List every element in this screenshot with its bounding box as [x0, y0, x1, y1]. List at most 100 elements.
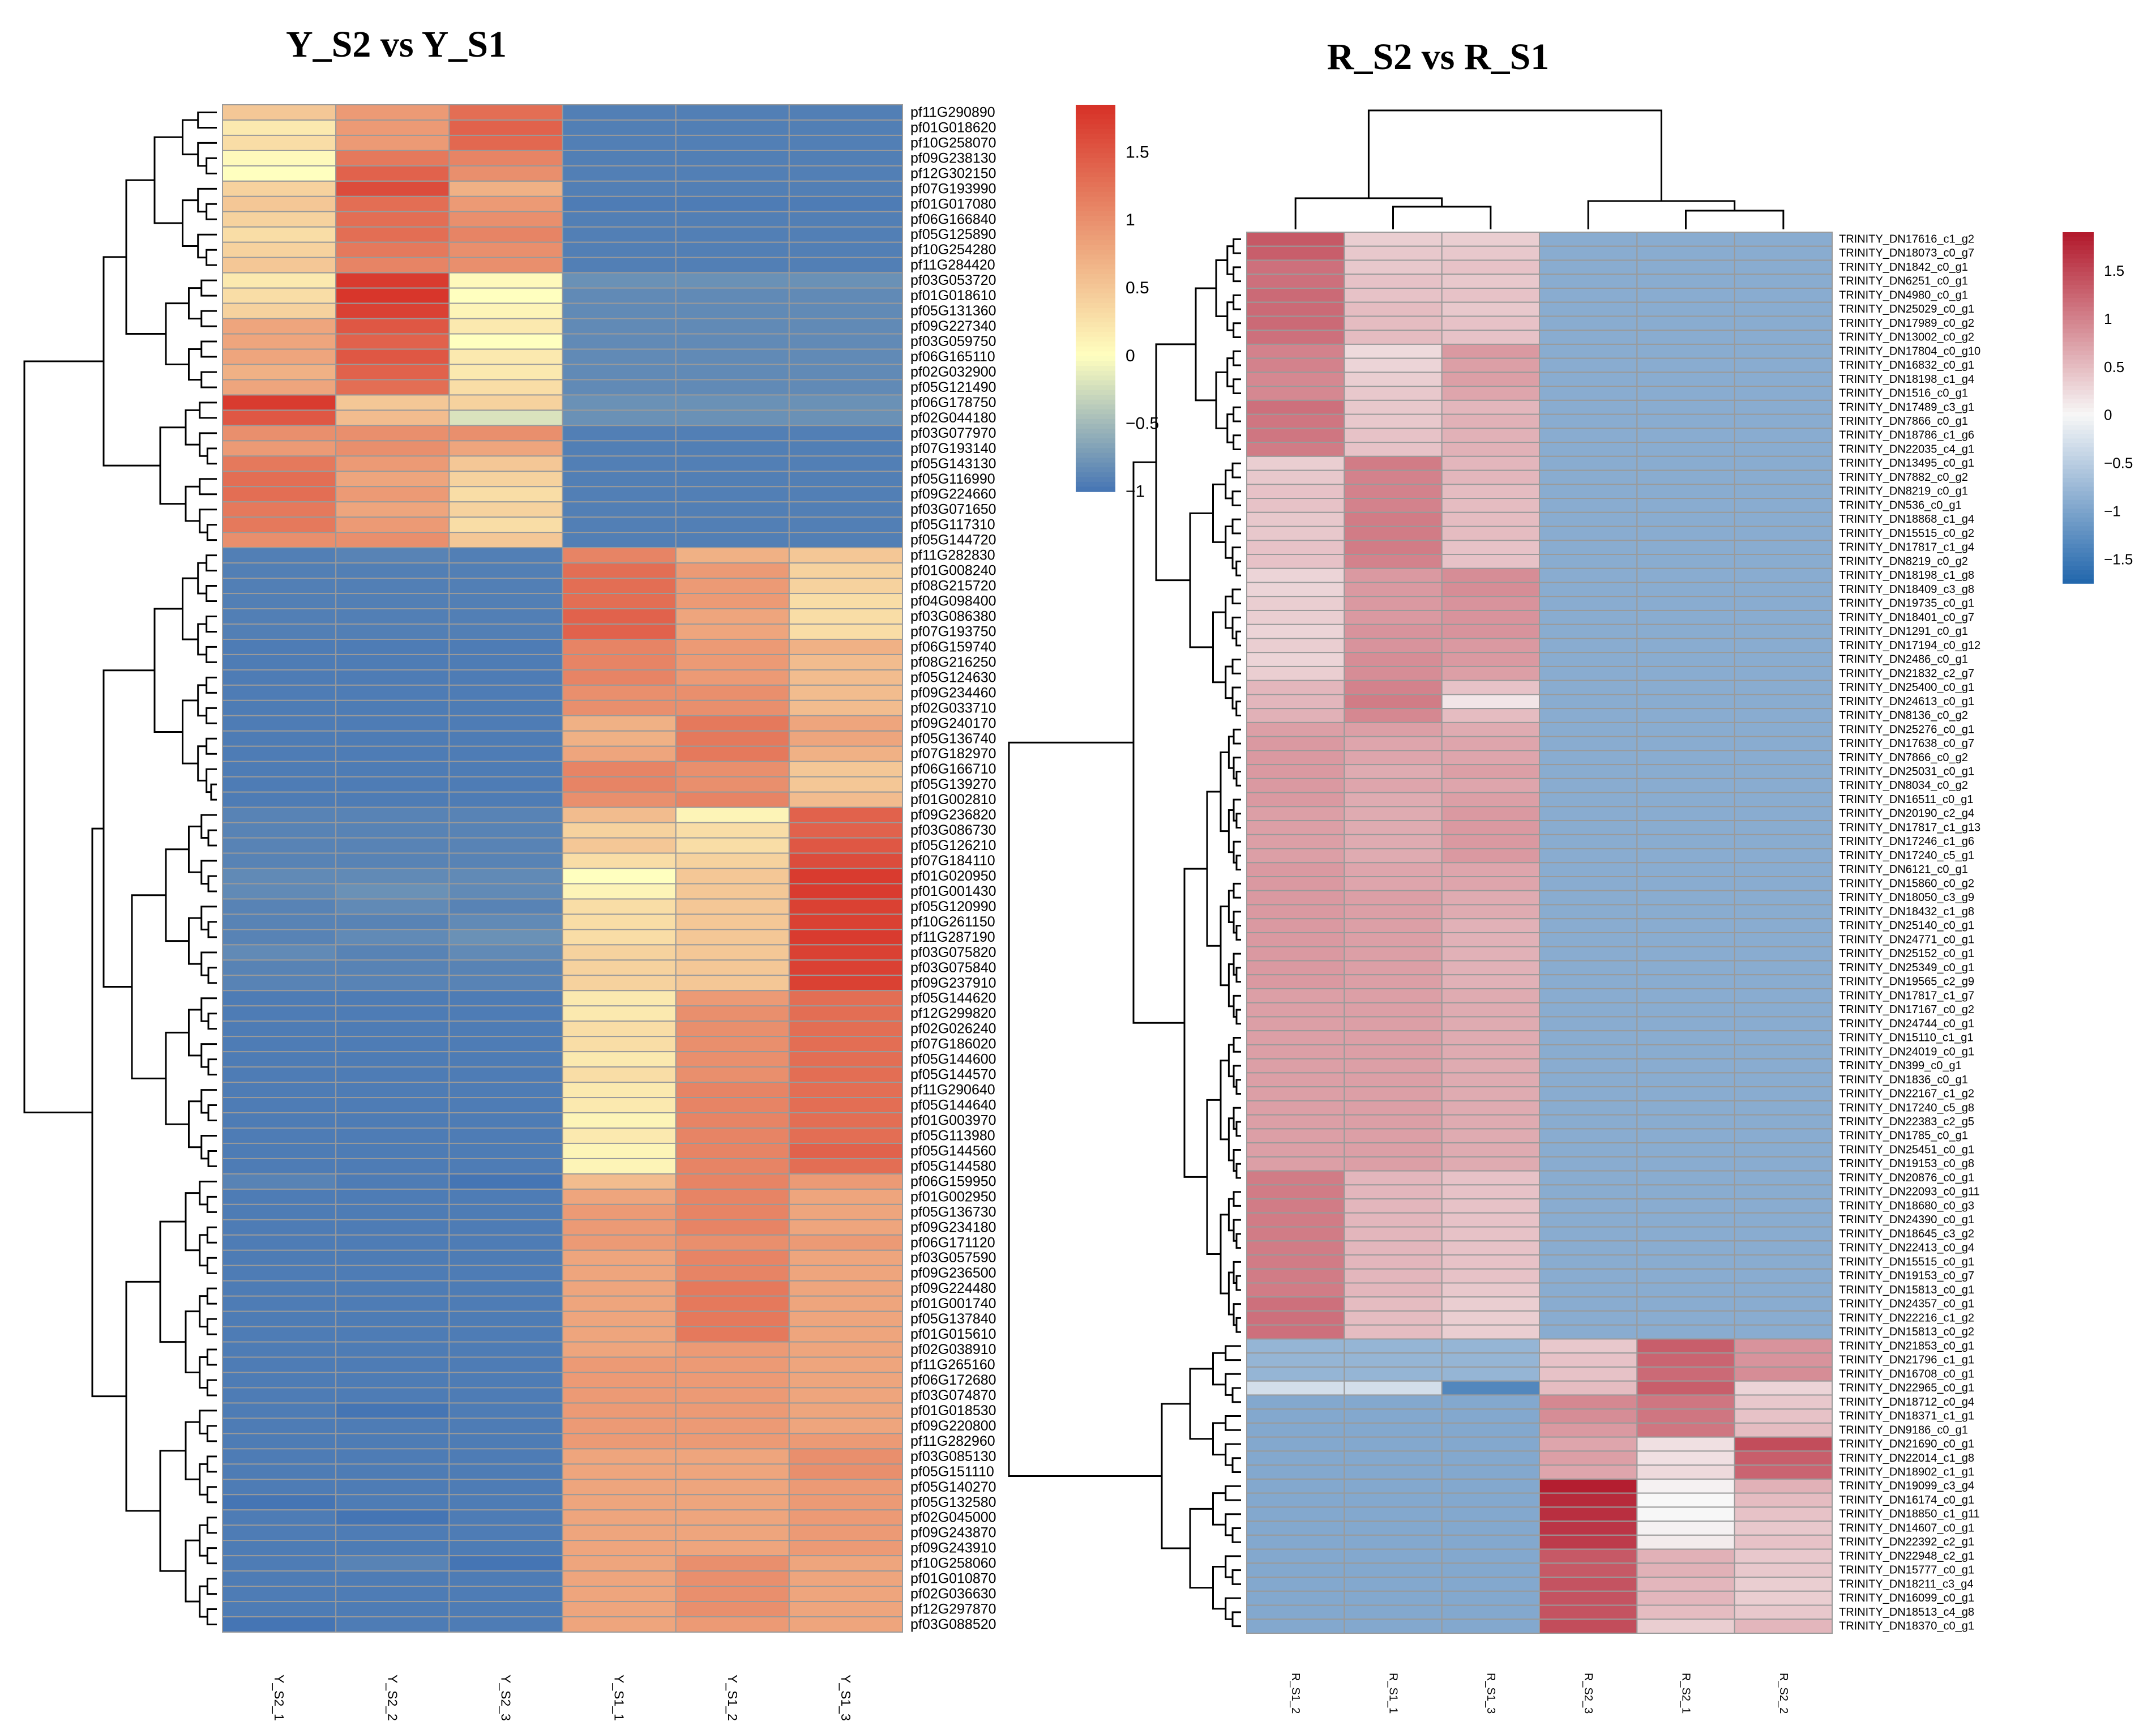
heatmap-cell: [335, 1524, 450, 1541]
colorbar-segment: [2063, 469, 2094, 475]
heatmap-cell: [1246, 1030, 1345, 1045]
heatmap-cell: [1246, 1086, 1345, 1101]
heatmap-cell: [222, 1448, 337, 1465]
heatmap-cell: [1636, 609, 1735, 625]
heatmap-cell: [222, 1387, 337, 1404]
heatmap-cell: [788, 532, 904, 549]
row-label: TRINITY_DN20190_c2_g4: [1839, 808, 1974, 820]
colorbar-segment: [1076, 167, 1115, 173]
heatmap-cell: [222, 1066, 337, 1083]
colorbar-segment: [2063, 456, 2094, 461]
colorbar-segment: [1076, 148, 1115, 154]
heatmap-cell: [1441, 792, 1541, 808]
heatmap-cell: [788, 822, 904, 839]
row-label: pf05G139270: [910, 776, 996, 792]
heatmap-cell: [1636, 455, 1735, 471]
heatmap-cell: [1441, 665, 1541, 681]
heatmap-cell: [1734, 1310, 1833, 1326]
heatmap-cell: [562, 1082, 677, 1099]
heatmap-cell: [448, 1097, 563, 1114]
heatmap-cell: [562, 1036, 677, 1053]
colorbar-segment: [1076, 390, 1115, 396]
column-label: R_S1_1: [1387, 1673, 1400, 1714]
colorbar-segment: [2063, 320, 2094, 325]
heatmap-cell: [1441, 1464, 1541, 1480]
heatmap-cell: [562, 578, 677, 595]
heatmap-cell: [788, 699, 904, 716]
heatmap-cell: [1246, 820, 1345, 835]
heatmap-panel-r: R_S2 vs R_S1 TRINITY_DN17616_c1_g2TRINIT…: [1008, 36, 2133, 1714]
row-label: pf03G075840: [910, 960, 996, 976]
row-label: TRINITY_DN16099_c0_g1: [1839, 1592, 1974, 1604]
dendrogram-branch: [206, 157, 217, 174]
heatmap-cell: [1539, 274, 1638, 289]
heatmap-cell: [788, 1326, 904, 1343]
heatmap-cell: [675, 913, 790, 930]
heatmap-cell: [1636, 680, 1735, 695]
heatmap-cell: [448, 1494, 563, 1511]
row-label: pf06G171120: [910, 1235, 995, 1250]
heatmap-cell: [788, 257, 904, 274]
heatmap-cell: [1636, 708, 1735, 723]
heatmap-cell: [1636, 652, 1735, 667]
heatmap-cell: [335, 822, 450, 839]
heatmap-cell: [1734, 708, 1833, 723]
row-label: TRINITY_DN15777_c0_g1: [1839, 1564, 1974, 1577]
heatmap-cell: [1344, 1436, 1443, 1452]
heatmap-cell: [448, 1417, 563, 1434]
heatmap-cell: [675, 684, 790, 701]
colorbar-tick-label: −1: [1126, 482, 1145, 501]
heatmap-cell: [1734, 1492, 1833, 1508]
row-label: TRINITY_DN18409_c3_g8: [1839, 583, 1974, 596]
heatmap-cell: [448, 272, 563, 289]
heatmap-cell: [1246, 736, 1345, 751]
heatmap-cell: [335, 1586, 450, 1603]
heatmap-cell: [448, 822, 563, 839]
heatmap-cell: [448, 104, 563, 121]
colorbar-segment: [1076, 332, 1115, 338]
colorbar-segment: [1076, 157, 1115, 164]
heatmap-cell: [448, 257, 563, 274]
heatmap-cell: [222, 1310, 337, 1327]
heatmap-cell: [675, 883, 790, 900]
heatmap-cell: [1636, 330, 1735, 345]
colorbar-segment: [2063, 346, 2094, 352]
heatmap-cell: [1246, 652, 1345, 667]
heatmap-cell: [1441, 721, 1541, 737]
heatmap-cell: [562, 150, 677, 166]
heatmap-cell: [1441, 1534, 1541, 1550]
heatmap-cell: [1734, 1450, 1833, 1466]
heatmap-cell: [1539, 1240, 1638, 1256]
colorbar-segment: [2063, 451, 2094, 457]
heatmap-cell: [788, 1540, 904, 1557]
heatmap-cell: [788, 1417, 904, 1434]
heatmap-cell: [448, 898, 563, 915]
heatmap-cell: [1344, 511, 1443, 527]
heatmap-cell: [1539, 1352, 1638, 1368]
heatmap-cell: [1246, 890, 1345, 906]
heatmap-cell: [675, 165, 790, 182]
heatmap-cell: [1344, 988, 1443, 1003]
colorbar-segment: [2063, 302, 2094, 308]
heatmap-cell: [562, 211, 677, 228]
heatmap-cell: [1636, 1170, 1735, 1186]
heatmap-cell: [562, 195, 677, 212]
heatmap-cell: [1344, 1044, 1443, 1060]
colorbar-tick-label: 1.5: [2104, 262, 2124, 279]
heatmap-cell: [788, 745, 904, 762]
row-label: TRINITY_DN18050_c3_g9: [1839, 891, 1974, 904]
heatmap-cell: [788, 272, 904, 289]
heatmap-cell: [1539, 1198, 1638, 1214]
heatmap-cell: [675, 761, 790, 778]
heatmap-cell: [1344, 736, 1443, 751]
row-label: pf06G178750: [910, 395, 996, 411]
row-label: pf06G166710: [910, 761, 996, 777]
heatmap-cell: [1539, 946, 1638, 962]
colorbar-tick-label: 1: [1126, 211, 1135, 229]
row-label: pf01G018610: [910, 288, 996, 304]
heatmap-cell: [562, 532, 677, 549]
heatmap-cell: [675, 195, 790, 212]
heatmap-cell: [1246, 1296, 1345, 1312]
row-label: pf07G186020: [910, 1036, 996, 1052]
colorbar-segment: [1076, 303, 1115, 309]
